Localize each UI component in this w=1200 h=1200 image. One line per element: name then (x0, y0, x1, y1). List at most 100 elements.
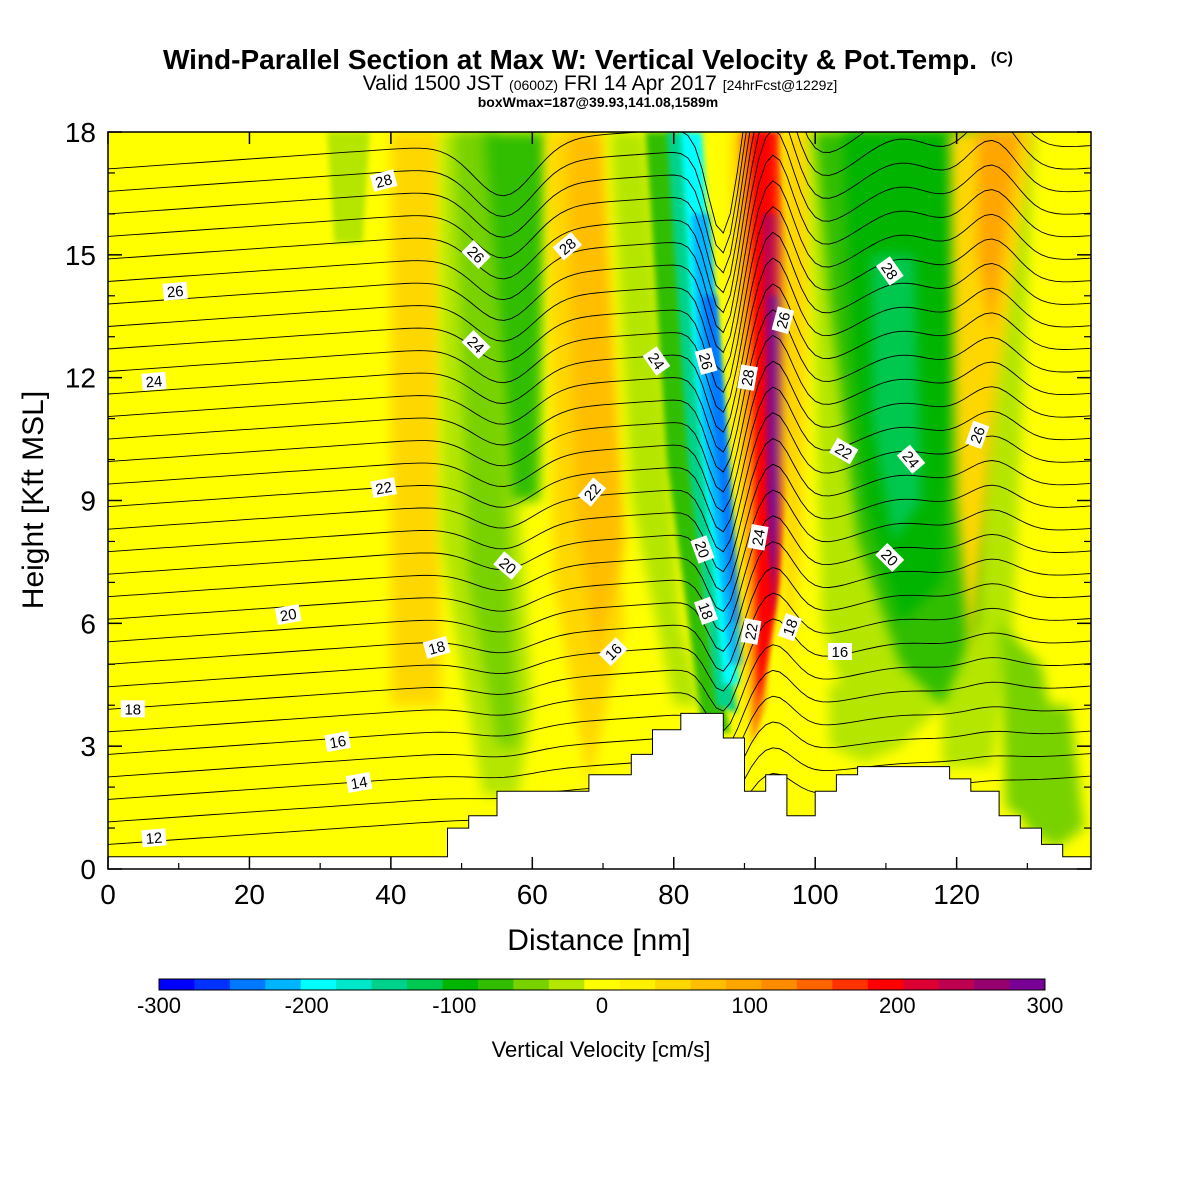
theta-contour (108, 566, 1091, 672)
theta-contour-layer (108, 132, 1091, 845)
colorbar-label: Vertical Velocity [cm/s] (492, 1037, 711, 1062)
colorbar-swatch (477, 979, 514, 990)
contour-label: 24 (896, 444, 926, 474)
contour-label: 26 (771, 306, 795, 334)
contour-label-box (777, 613, 803, 642)
colorbar-swatch (194, 979, 231, 990)
contour-label-text: 16 (328, 733, 347, 753)
colorbar-swatch (300, 979, 337, 990)
contour-label: 26 (965, 420, 990, 450)
theta-contour (108, 721, 1091, 800)
contour-label-text: 16 (832, 644, 849, 661)
theta-contour (108, 437, 1091, 573)
contour-label-text: 18 (427, 638, 448, 659)
colorbar-tick-label: 0 (596, 993, 608, 1018)
contour-label: 20 (493, 551, 523, 580)
terrain-mask (108, 712, 1091, 869)
theta-contour (108, 618, 1091, 712)
contour-label-box (642, 346, 671, 376)
colorbar-tick-label: -300 (137, 993, 181, 1018)
chart-title-tag: (C) (991, 50, 1013, 67)
contour-label-box (141, 828, 167, 848)
theta-contour (108, 463, 1091, 593)
velocity-band (567, 132, 625, 665)
contour-label-text: 24 (749, 528, 769, 547)
contour-label: 12 (141, 828, 167, 848)
colorbar-swatch (974, 979, 1011, 990)
x-tick-label: 60 (517, 879, 548, 910)
axes: 0 20 40 60 80 100 120 0 3 6 9 12 15 18 (65, 117, 1091, 910)
colorbar-swatch (548, 979, 585, 990)
theta-contour (108, 132, 1091, 294)
contour-label-box (162, 281, 188, 301)
theta-contour (108, 334, 1091, 493)
colorbar-swatch (159, 979, 195, 990)
contour-label-text: 22 (374, 479, 393, 499)
contour-label: 22 (829, 437, 859, 465)
contour-label-text: 24 (644, 350, 667, 373)
colorbar-swatch (938, 979, 975, 990)
contour-label: 16 (598, 637, 628, 667)
contour-label-text: 22 (742, 622, 762, 641)
contour-label-box (875, 542, 905, 572)
y-axis-label: Height [Kft MSL] (17, 391, 50, 609)
contour-label: 18 (422, 636, 451, 659)
colorbar-swatch (903, 979, 940, 990)
velocity-band (454, 132, 519, 747)
colorbar-swatch (619, 979, 656, 990)
chart-title: Wind-Parallel Section at Max W: Vertical… (163, 44, 1013, 75)
y-tick-label: 18 (65, 117, 96, 148)
contour-label-box (422, 636, 451, 659)
contour-label-box (552, 231, 583, 261)
colorbar-swatch (796, 979, 833, 990)
y-tick-label: 9 (80, 486, 96, 517)
theta-contour (108, 644, 1091, 733)
contour-label-box (598, 637, 628, 667)
contour-label: 16 (324, 731, 352, 753)
colorbar-swatch (1009, 979, 1046, 990)
colorbar-swatch (229, 979, 266, 990)
x-tick-label: 80 (658, 879, 689, 910)
theta-contour (108, 592, 1091, 692)
contour-label-text: 22 (832, 440, 855, 463)
contour-label-text: 18 (780, 617, 802, 638)
theta-contour (108, 132, 1091, 334)
theta-contour (108, 154, 1091, 354)
contour-label-box (274, 604, 302, 626)
contour-label: 26 (162, 281, 188, 301)
y-tick-label: 3 (80, 731, 96, 762)
velocity-band (702, 295, 741, 624)
contour-label-box (694, 347, 718, 375)
theta-contour (108, 206, 1091, 394)
contour-label-box (965, 420, 990, 450)
theta-contour (108, 180, 1091, 374)
colorbar-swatch (832, 979, 869, 990)
theta-contour (108, 132, 1091, 274)
contour-label-box (345, 772, 373, 793)
contour-label-text: 12 (145, 830, 163, 848)
contour-label-text: 28 (374, 171, 395, 192)
y-tick-label: 6 (80, 608, 96, 639)
contour-label: 20 (875, 542, 905, 572)
contour-label-box (771, 306, 795, 334)
contour-label-box (493, 551, 523, 580)
contour-label: 28 (552, 231, 583, 261)
contour-label-box (120, 700, 145, 718)
colorbar-tick-label: 200 (879, 993, 916, 1018)
contour-label-box (875, 256, 904, 286)
contour-label-box (370, 477, 398, 499)
contour-label-text: 18 (124, 701, 141, 718)
contour-label-text: 26 (774, 310, 795, 331)
colorbar-tick-label: 300 (1027, 993, 1064, 1018)
theta-contour (108, 231, 1091, 413)
theta-contour (108, 360, 1091, 513)
contour-label-text: 26 (695, 351, 716, 372)
contour-label: 24 (461, 330, 491, 360)
theta-contour (108, 132, 747, 254)
colorbar-swatch (336, 979, 373, 990)
contour-label: 28 (369, 169, 398, 192)
valid-time-line: Valid 1500 JST (0600Z) FRI 14 Apr 2017 [… (363, 72, 838, 95)
colorbar-frame (158, 978, 1046, 991)
velocity-band (1027, 705, 1084, 849)
contour-label-text: 14 (349, 774, 368, 794)
